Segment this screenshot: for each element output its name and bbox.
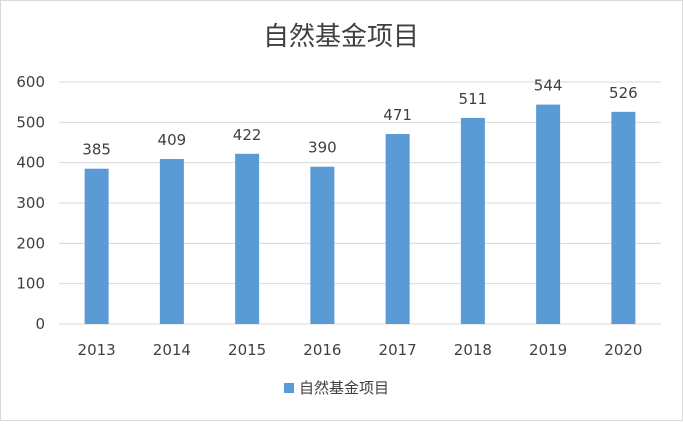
- bar-2018: [460, 117, 485, 324]
- y-tick-label-500: 500: [16, 113, 45, 131]
- bar-2017: [385, 134, 410, 324]
- y-tick-label-0: 0: [35, 315, 45, 333]
- data-label-2014: 409: [158, 131, 187, 149]
- data-label-2018: 511: [459, 90, 488, 108]
- y-tick-label-100: 100: [16, 275, 45, 293]
- x-tick-label-2013: 2013: [78, 341, 116, 359]
- data-label-2019: 544: [534, 77, 563, 95]
- data-label-2020: 526: [609, 84, 638, 102]
- bar-2016: [310, 166, 335, 324]
- data-label-2016: 390: [308, 139, 337, 157]
- gridlines: [59, 81, 661, 325]
- chart-title: 自然基金项目: [263, 22, 419, 52]
- bars: 385 409 422 390 471 511 544 526: [82, 77, 638, 324]
- bar-2015: [235, 153, 260, 324]
- x-tick-label-2016: 2016: [303, 341, 341, 359]
- data-label-2017: 471: [383, 106, 412, 124]
- x-tick-label-2019: 2019: [529, 341, 567, 359]
- legend-swatch: [284, 383, 294, 393]
- legend: 自然基金项目: [284, 379, 389, 397]
- bar-2020: [611, 111, 636, 324]
- x-tick-label-2015: 2015: [228, 341, 266, 359]
- y-tick-label-300: 300: [16, 194, 45, 212]
- bar-2014: [159, 159, 184, 324]
- y-tick-label-400: 400: [16, 154, 45, 172]
- data-label-2013: 385: [82, 141, 111, 159]
- bar-2019: [536, 104, 561, 324]
- y-tick-label-200: 200: [16, 234, 45, 252]
- x-tick-label-2018: 2018: [454, 341, 492, 359]
- x-axis: 2013 2014 2015 2016 2017 2018 2019 2020: [78, 341, 643, 359]
- x-tick-label-2017: 2017: [379, 341, 417, 359]
- x-tick-label-2014: 2014: [153, 341, 191, 359]
- y-tick-label-600: 600: [16, 73, 45, 91]
- legend-label: 自然基金项目: [299, 379, 389, 397]
- y-axis: 0 100 200 300 400 500 600: [16, 73, 45, 333]
- bar-2013: [84, 168, 109, 324]
- x-tick-label-2020: 2020: [604, 341, 642, 359]
- data-label-2015: 422: [233, 126, 262, 144]
